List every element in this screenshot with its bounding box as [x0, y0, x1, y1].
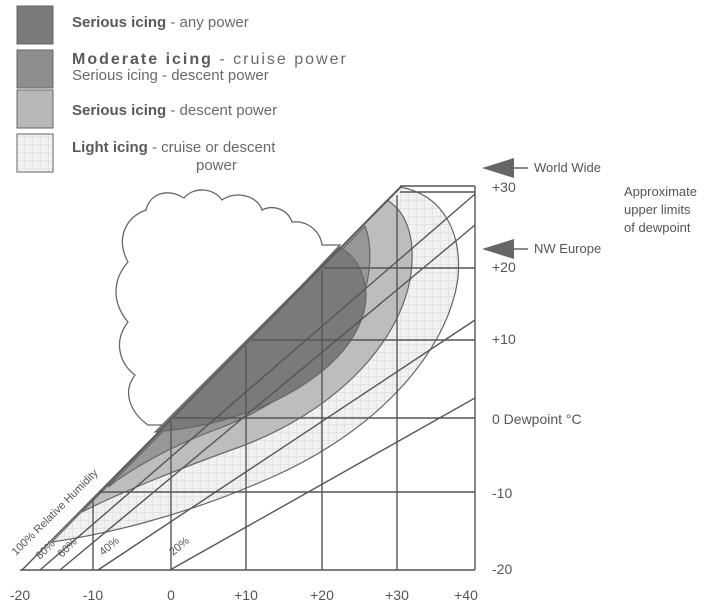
- grid-lines: [92, 191, 475, 570]
- legend-serious-any-rest: - any power: [166, 14, 249, 31]
- y-tick-plus-30: +30: [492, 179, 516, 195]
- x-tick-plus-10: +10: [234, 587, 258, 603]
- legend-item-moderate: Moderate icing - cruise power Serious ic…: [16, 49, 348, 89]
- legend-swatch-serious-descent: [16, 89, 54, 129]
- legend-light-second-line: power: [196, 157, 237, 174]
- y-tick-0-dewpoint: 0 Dewpoint °C: [492, 411, 582, 427]
- y-tick-plus-20: +20: [492, 259, 516, 275]
- x-tick-plus-20: +20: [310, 587, 334, 603]
- y-tick-plus-10: +10: [492, 331, 516, 347]
- legend-serious-any-emphasis: Serious icing: [72, 14, 166, 31]
- svg-text:Light icing - cruise or descen: Light icing - cruise or descent: [72, 139, 276, 156]
- x-tick-minus-20: -20: [10, 587, 30, 603]
- legend-moderate-rest: - cruise power: [213, 51, 348, 68]
- rh-line-80: [39, 193, 475, 571]
- marker-world-wide-label: World Wide: [534, 160, 601, 175]
- rh-label-40: 40%: [97, 535, 122, 558]
- legend-serious-descent-emphasis: Serious icing: [72, 102, 166, 119]
- x-tick-plus-30: +30: [385, 587, 409, 603]
- x-tick-plus-40: +40: [454, 587, 478, 603]
- svg-text:Serious icing - any power: Serious icing - any power: [72, 14, 249, 31]
- x-axis: -20 -10 0 +10 +20 +30 +40: [10, 587, 478, 603]
- grid: [20, 185, 476, 571]
- marker-nw-europe-label: NW Europe: [534, 241, 601, 256]
- legend-serious-descent-rest: - descent power: [166, 102, 277, 119]
- side-note: Approximate upper limits of dewpoint: [624, 184, 697, 235]
- y-tick-minus-20: -20: [492, 561, 512, 577]
- arrow-left-icon: [482, 158, 514, 178]
- side-note-line-3: of dewpoint: [624, 220, 691, 235]
- legend-moderate-emphasis: Moderate icing: [72, 51, 213, 68]
- side-note-line-2: upper limits: [624, 202, 691, 217]
- marker-world-wide: World Wide: [482, 158, 601, 178]
- marker-nw-europe: NW Europe: [482, 239, 601, 259]
- side-note-line-1: Approximate: [624, 184, 697, 199]
- cloud-outline: [115, 189, 342, 426]
- legend-light-emphasis: Light icing: [72, 139, 148, 156]
- legend-swatch-serious-any: [16, 5, 54, 45]
- rh-line-40: [97, 319, 475, 571]
- x-tick-0: 0: [167, 587, 175, 603]
- svg-text:Moderate icing - cruise power: Moderate icing - cruise power: [72, 51, 348, 68]
- rh-line-60: [59, 224, 475, 571]
- legend-item-serious-any: Serious icing - any power: [16, 5, 249, 45]
- legend-moderate-second-line: Serious icing - descent power: [72, 67, 269, 84]
- rh-lines: [21, 186, 475, 571]
- legend-swatch-light: [16, 133, 54, 173]
- legend-item-light: Light icing - cruise or descent power: [16, 133, 276, 174]
- arrow-left-icon: [482, 239, 514, 259]
- legend-swatch-moderate: [16, 49, 54, 89]
- y-axis: +30 +20 +10 0 Dewpoint °C -10 -20: [492, 179, 582, 577]
- x-tick-minus-10: -10: [83, 587, 103, 603]
- legend: Serious icing - any power Moderate icing…: [16, 5, 348, 174]
- y-tick-minus-10: -10: [492, 485, 512, 501]
- rh-line-100: [21, 186, 403, 571]
- rh-line-20: [169, 397, 475, 571]
- legend-light-rest: - cruise or descent: [148, 139, 276, 156]
- legend-item-serious-descent: Serious icing - descent power: [16, 89, 277, 129]
- svg-text:Serious icing - descent power: Serious icing - descent power: [72, 102, 277, 119]
